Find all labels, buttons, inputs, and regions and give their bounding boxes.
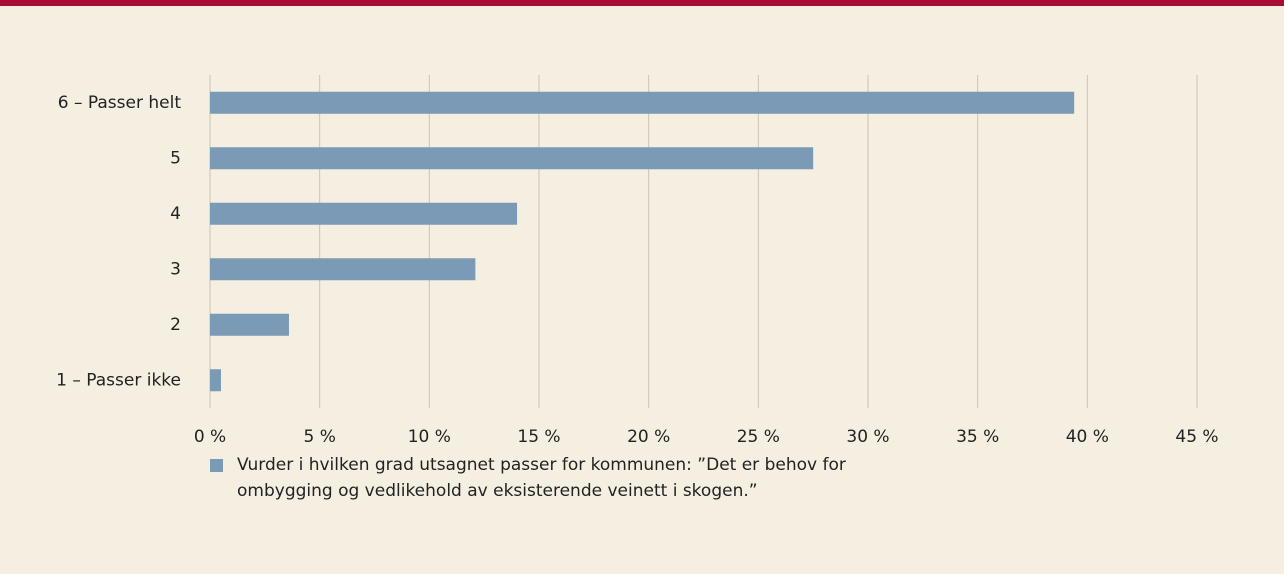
x-tick-label: 5 % <box>303 427 335 447</box>
x-tick-label: 40 % <box>1066 427 1109 447</box>
bar <box>210 91 1075 114</box>
x-tick-label: 10 % <box>408 427 451 447</box>
bar <box>210 369 221 392</box>
y-tick-label: 2 <box>170 315 181 335</box>
bar <box>210 258 476 281</box>
y-tick-label: 4 <box>170 204 181 224</box>
y-tick-label: 5 <box>170 148 181 168</box>
x-tick-label: 45 % <box>1175 427 1218 447</box>
y-tick-label: 6 – Passer helt <box>58 93 182 113</box>
x-tick-label: 0 % <box>194 427 226 447</box>
top-band <box>0 0 1284 6</box>
x-tick-label: 25 % <box>737 427 780 447</box>
legend-swatch <box>210 459 223 472</box>
bar <box>210 147 814 170</box>
legend-label: Vurder i hvilken grad utsagnet passer fo… <box>237 455 846 501</box>
bar <box>210 202 518 225</box>
x-tick-label: 35 % <box>956 427 999 447</box>
x-tick-label: 15 % <box>517 427 560 447</box>
y-tick-label: 1 – Passer ikke <box>56 370 181 390</box>
x-tick-label: 30 % <box>846 427 889 447</box>
x-tick-label: 20 % <box>627 427 670 447</box>
y-tick-label: 3 <box>170 259 181 279</box>
bar <box>210 313 289 336</box>
